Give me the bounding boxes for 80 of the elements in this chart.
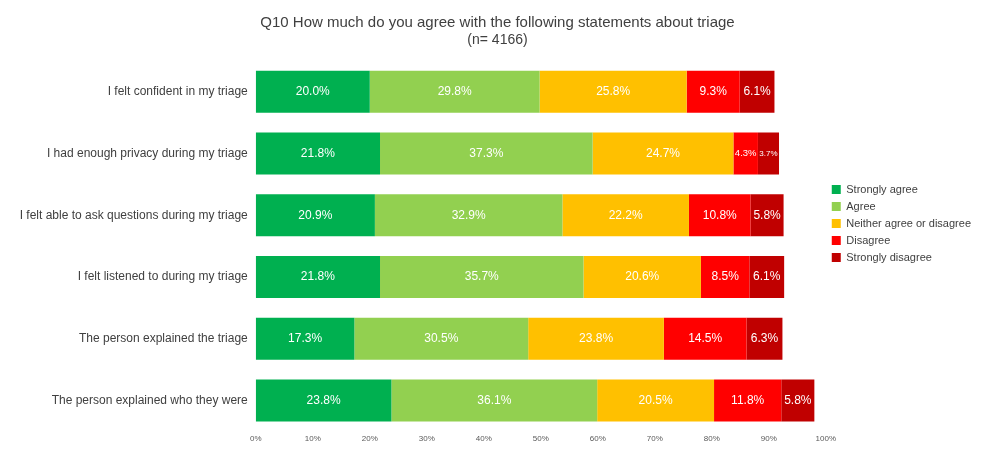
x-tick-label: 100%: [815, 434, 836, 444]
data-label: 21.8%: [300, 269, 336, 284]
data-label: 5.8%: [753, 207, 782, 222]
data-label: 37.3%: [469, 145, 504, 160]
data-label: 14.5%: [688, 331, 723, 346]
x-tick-label: 30%: [418, 434, 435, 444]
bar: [255, 70, 370, 113]
bar: [528, 317, 664, 360]
data-label: 10.8%: [702, 207, 738, 222]
x-tick-label: 20%: [361, 434, 378, 444]
bar: [597, 379, 715, 422]
data-label: 32.9%: [451, 207, 486, 222]
bar: [663, 317, 747, 360]
bar: [700, 255, 750, 298]
x-tick-label: 70%: [646, 434, 663, 444]
data-label: 17.3%: [288, 331, 323, 346]
bar: [255, 132, 381, 175]
bar: [749, 255, 785, 298]
data-label: 24.7%: [646, 145, 681, 160]
data-label: 20.6%: [625, 269, 660, 284]
x-tick-label: 10%: [304, 434, 321, 444]
data-label: 9.3%: [699, 84, 728, 98]
bar: [255, 379, 392, 422]
chart-subtitle: (n= 4166): [467, 31, 528, 48]
bar: [583, 255, 701, 298]
chart-title: Q10 How much do you agree with the following statements about triage: [260, 13, 735, 31]
legend-label: Agree: [846, 199, 876, 212]
data-label: 29.8%: [437, 84, 473, 98]
bar: [255, 317, 355, 360]
bar: [688, 194, 751, 237]
data-label: 3.7%: [759, 148, 778, 158]
y-tick-label: I felt able to ask questions during my triage: [19, 207, 249, 222]
bar: [592, 132, 734, 175]
data-label: 30.5%: [424, 331, 459, 346]
bar: [539, 70, 687, 113]
bar: [374, 194, 563, 237]
bar: [369, 70, 540, 113]
data-label: 36.1%: [477, 392, 512, 407]
data-label: 23.8%: [579, 331, 614, 346]
legend-label: Strongly disagree: [846, 250, 932, 263]
x-tick-label: 50%: [532, 434, 549, 444]
data-label: 22.2%: [608, 207, 644, 222]
y-tick-label: The person explained who they were: [51, 392, 249, 407]
x-tick-label: 40%: [475, 434, 492, 444]
bar: [391, 379, 598, 422]
data-label: 25.8%: [596, 84, 631, 98]
y-tick-label: I felt confident in my triage: [107, 84, 249, 98]
data-label: 35.7%: [464, 269, 500, 284]
bar: [354, 317, 529, 360]
bar: [380, 132, 593, 175]
legend-label: Disagree: [846, 233, 891, 246]
x-tick-label: 90%: [760, 434, 777, 444]
bar: [686, 70, 740, 113]
data-label: 6.1%: [753, 269, 781, 284]
data-label: 5.8%: [784, 392, 812, 407]
data-label: 6.1%: [743, 84, 772, 98]
legend-label: Strongly agree: [846, 182, 918, 195]
y-tick-label: The person explained the triage: [78, 331, 249, 346]
bar: [714, 379, 782, 422]
x-tick-label: 0%: [249, 434, 262, 444]
data-label: 11.8%: [731, 392, 765, 407]
bar: [757, 132, 780, 175]
data-label: 4.3%: [734, 147, 758, 159]
bar: [255, 255, 381, 298]
y-tick-label: I felt listened to during my triage: [77, 269, 249, 284]
data-label: 8.5%: [711, 269, 740, 284]
data-label: 20.0%: [295, 84, 331, 98]
bar: [733, 132, 758, 175]
bar: [562, 194, 689, 237]
data-label: 6.3%: [750, 331, 779, 346]
x-tick-label: 60%: [589, 434, 606, 444]
data-label: 23.8%: [306, 392, 341, 407]
bar: [380, 255, 584, 298]
legend-label: Neither agree or disagree: [846, 216, 972, 229]
data-label: 21.8%: [300, 145, 336, 160]
x-tick-label: 80%: [703, 434, 720, 444]
bar: [255, 194, 375, 237]
y-tick-label: I had enough privacy during my triage: [46, 145, 249, 160]
data-label: 20.5%: [638, 392, 673, 407]
data-label: 20.9%: [298, 207, 333, 222]
